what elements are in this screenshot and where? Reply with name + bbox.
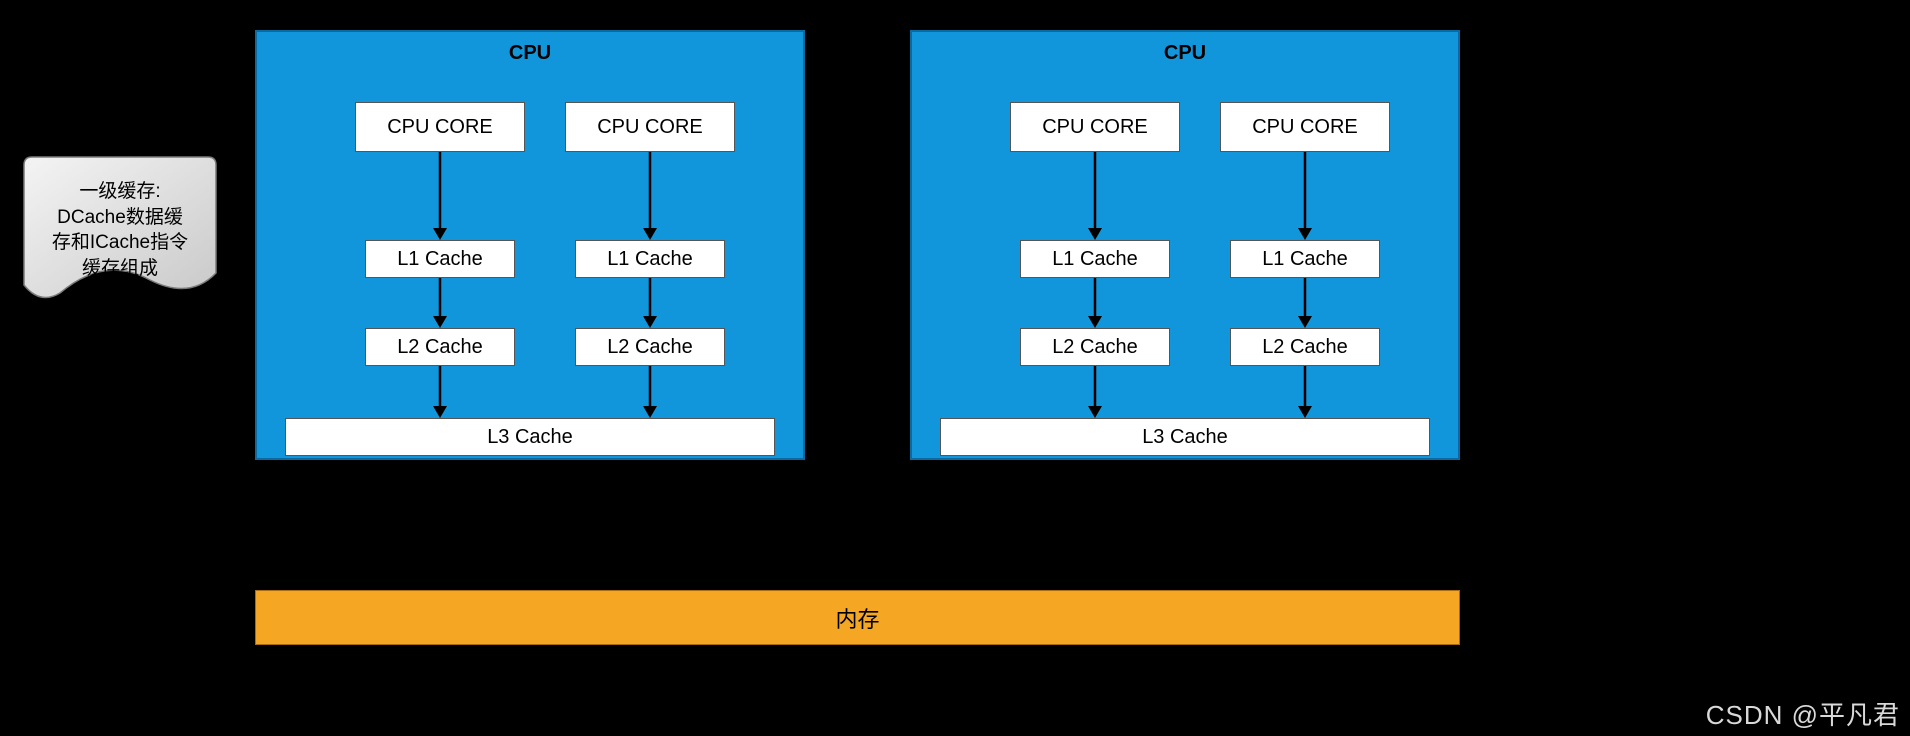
cpu2-core1: CPU CORE — [1010, 102, 1180, 152]
cpu2-l1-1-label: L1 Cache — [1052, 248, 1138, 271]
cpu1-l1-1: L1 Cache — [365, 240, 515, 278]
note-line4: 缓存组成 — [82, 258, 158, 279]
cpu1-l3: L3 Cache — [285, 418, 775, 456]
cpu1-l1-2: L1 Cache — [575, 240, 725, 278]
cpu1-l1-1-label: L1 Cache — [397, 248, 483, 271]
cpu1-arrow-core-l1-2 — [640, 152, 660, 240]
cpu2-l2-2: L2 Cache — [1230, 328, 1380, 366]
cpu1-l2-2-label: L2 Cache — [607, 336, 693, 359]
cpu2-arrow-l2-l3-1 — [1085, 366, 1105, 418]
cpu1-arrow-core-l1-1 — [430, 152, 450, 240]
cpu-title-2: CPU — [912, 42, 1458, 65]
cpu2-arrow-l1-l2-2 — [1295, 278, 1315, 328]
cpu1-arrow-l1-l2-2 — [640, 278, 660, 328]
cpu2-l2-2-label: L2 Cache — [1262, 336, 1348, 359]
cpu2-core2: CPU CORE — [1220, 102, 1390, 152]
cpu2-l1-2: L1 Cache — [1230, 240, 1380, 278]
note-line1: 一级缓存: — [79, 181, 160, 202]
cpu2-l3: L3 Cache — [940, 418, 1430, 456]
cpu1-l2-2: L2 Cache — [575, 328, 725, 366]
cpu2-arrow-core-l1-1 — [1085, 152, 1105, 240]
note-line2: DCache数据缓 — [57, 207, 183, 228]
cpu1-core2: CPU CORE — [565, 102, 735, 152]
watermark-text: CSDN @平凡君 — [1706, 695, 1900, 732]
cpu2-l1-1: L1 Cache — [1020, 240, 1170, 278]
cpu1-core2-label: CPU CORE — [597, 116, 703, 139]
cpu1-core1: CPU CORE — [355, 102, 525, 152]
memory-label: 内存 — [835, 602, 879, 634]
cpu2-arrow-core-l1-2 — [1295, 152, 1315, 240]
memory-box: 内存 — [255, 590, 1460, 645]
note-text: 一级缓存: DCache数据缓 存和ICache指令 缓存组成 — [34, 179, 206, 282]
cpu2-l1-2-label: L1 Cache — [1262, 248, 1348, 271]
note-scroll: 一级缓存: DCache数据缓 存和ICache指令 缓存组成 — [20, 155, 220, 305]
cpu1-core1-label: CPU CORE — [387, 116, 493, 139]
cpu1-arrow-l2-l3-2 — [640, 366, 660, 418]
cpu1-l2-1: L2 Cache — [365, 328, 515, 366]
cpu-title-1: CPU — [257, 42, 803, 65]
cpu2-l2-1-label: L2 Cache — [1052, 336, 1138, 359]
note-line3: 存和ICache指令 — [52, 232, 188, 253]
cpu1-arrow-l1-l2-1 — [430, 278, 450, 328]
cpu2-arrow-l1-l2-1 — [1085, 278, 1105, 328]
cpu1-l2-1-label: L2 Cache — [397, 336, 483, 359]
cpu2-core1-label: CPU CORE — [1042, 116, 1148, 139]
cpu2-l3-label: L3 Cache — [1142, 426, 1228, 449]
cpu2-arrow-l2-l3-2 — [1295, 366, 1315, 418]
cpu1-arrow-l2-l3-1 — [430, 366, 450, 418]
cpu2-l2-1: L2 Cache — [1020, 328, 1170, 366]
cpu1-l3-label: L3 Cache — [487, 426, 573, 449]
cpu1-l1-2-label: L1 Cache — [607, 248, 693, 271]
cpu2-core2-label: CPU CORE — [1252, 116, 1358, 139]
